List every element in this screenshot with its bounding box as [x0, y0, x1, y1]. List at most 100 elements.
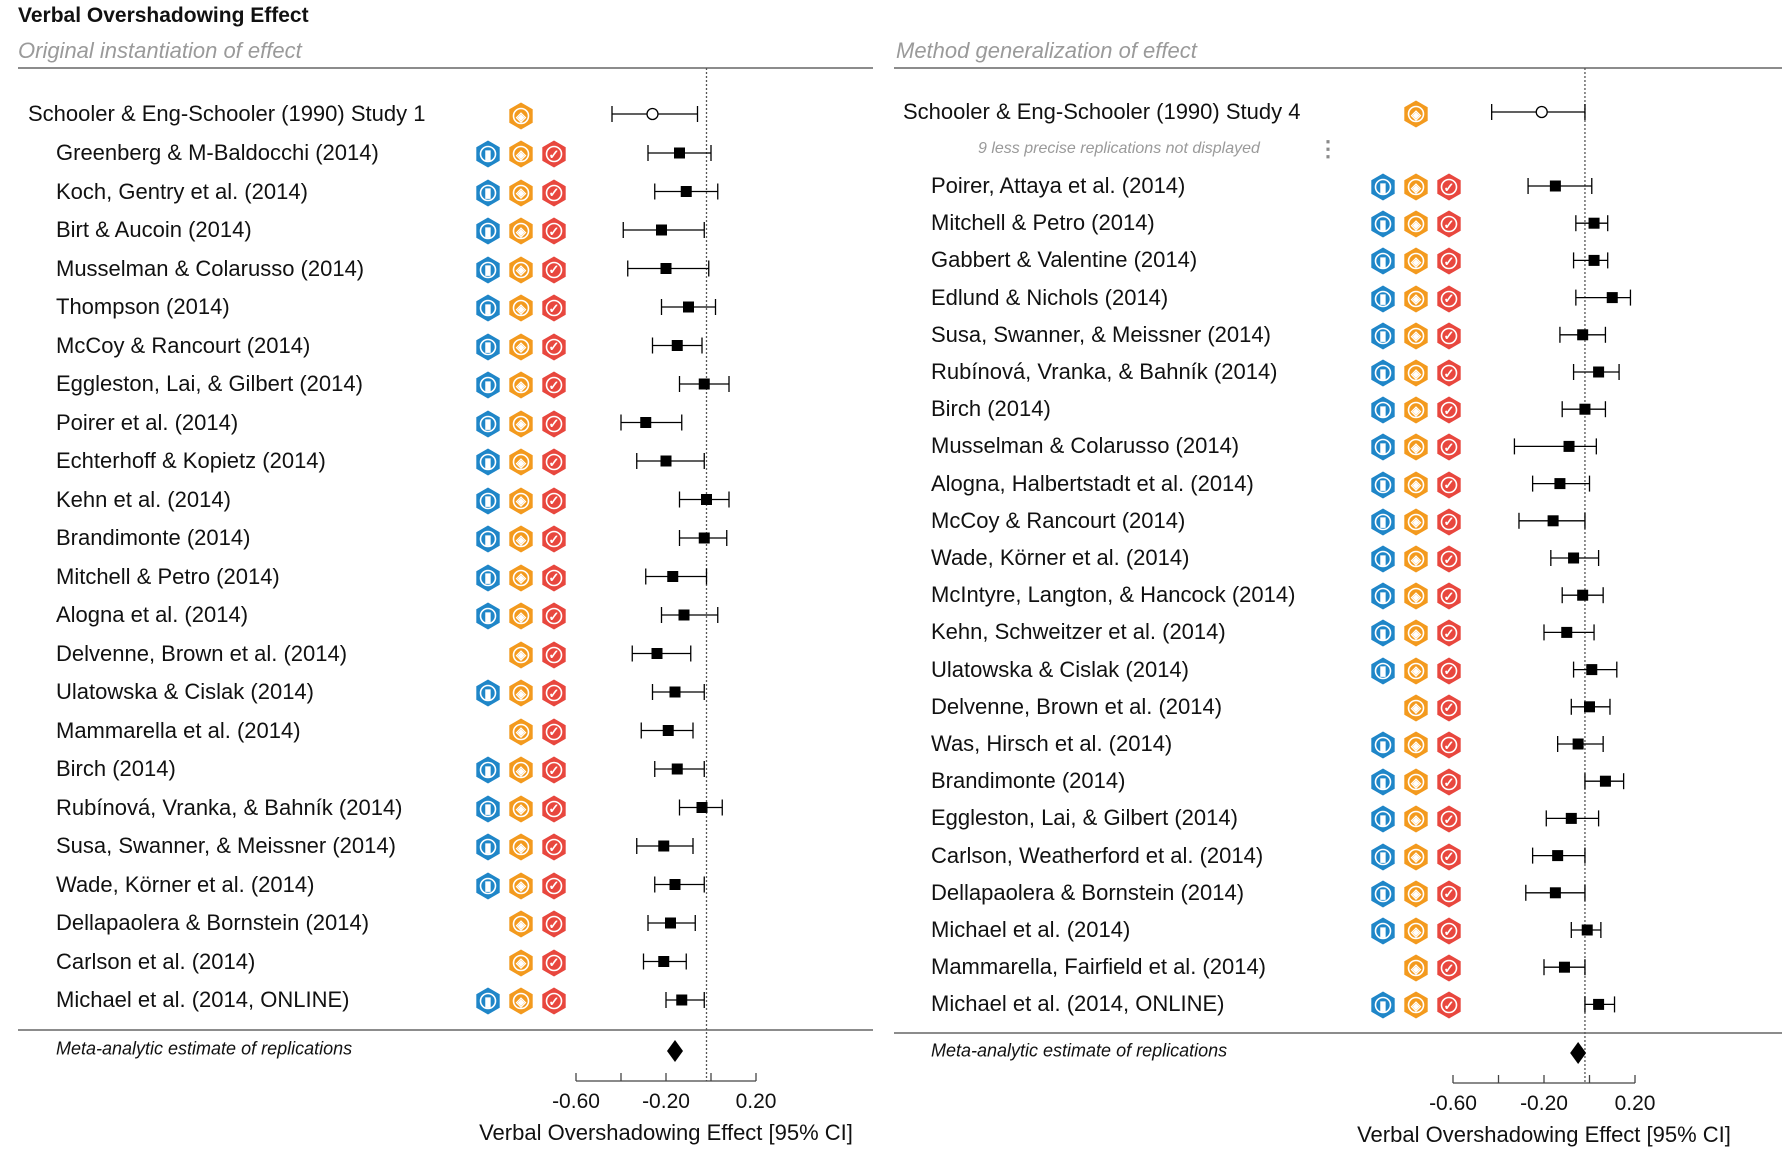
replication-estimate-marker [651, 684, 705, 700]
graduation-cap-hexagon-icon: ◈ [1402, 285, 1430, 313]
checkmark-hexagon-icon: ✓ [540, 256, 568, 284]
replication-estimate-marker [636, 838, 694, 854]
bar-chart-hexagon-icon: ▮ [1369, 433, 1397, 461]
x-tick-label: 0.20 [735, 1090, 777, 1113]
x-tick-label: -0.20 [642, 1090, 690, 1113]
graduation-cap-hexagon-icon: ◈ [1402, 433, 1430, 461]
checkmark-hexagon-icon: ✓ [540, 371, 568, 399]
checkmark-hexagon-icon: ✓ [1435, 247, 1463, 275]
replication-estimate-marker [1572, 364, 1620, 380]
checkmark-hexagon-icon: ✓ [540, 564, 568, 592]
checkmark-hexagon-icon: ✓ [540, 602, 568, 630]
replication-estimate-marker [1531, 475, 1591, 492]
x-tick-label: -0.60 [1429, 1092, 1477, 1115]
replication-estimate-marker [1513, 438, 1597, 455]
bar-chart-hexagon-icon: ▮ [1369, 805, 1397, 833]
replication-estimate-marker [627, 260, 710, 277]
replication-label: Poirer, Attaya et al. (2014) [931, 173, 1186, 198]
replication-estimate-marker [1559, 326, 1607, 343]
graduation-cap-hexagon-icon: ◈ [1402, 173, 1430, 201]
checkmark-hexagon-icon: ✓ [1435, 768, 1463, 796]
checkmark-hexagon-icon: ✓ [540, 525, 568, 553]
replication-estimate-marker [1527, 178, 1593, 194]
replication-label: Dellapaolera & Bornstein (2014) [931, 879, 1245, 905]
replication-label: Michael et al. (2014) [931, 917, 1131, 942]
replication-label: Wade, Körner et al. (2014) [56, 871, 315, 897]
bar-chart-hexagon-icon: ▮ [474, 410, 502, 438]
graduation-cap-hexagon-icon: ◈ [507, 641, 535, 669]
graduation-cap-hexagon-icon: ◈ [507, 910, 535, 938]
bar-chart-hexagon-icon: ▮ [1369, 471, 1397, 499]
checkmark-hexagon-icon: ✓ [1435, 359, 1463, 387]
replication-label: Musselman & Colarusso (2014) [56, 255, 365, 281]
replication-estimate-marker [654, 761, 705, 777]
panel-subtitle: Method generalization of effect [896, 38, 1197, 63]
bar-chart-hexagon-icon: ▮ [1369, 210, 1397, 238]
bar-chart-hexagon-icon: ▮ [474, 217, 502, 245]
replication-estimate-marker [622, 222, 705, 238]
replication-label: Mammarella, Fairfield et al. (2014) [931, 954, 1267, 980]
replication-label: Carlson, Weatherford et al. (2014) [931, 842, 1264, 868]
graduation-cap-hexagon-icon: ◈ [1402, 582, 1430, 610]
checkmark-hexagon-icon: ✓ [1435, 694, 1463, 722]
checkmark-hexagon-icon: ✓ [1435, 619, 1463, 647]
replication-estimate-marker [678, 799, 723, 816]
x-tick-label: -0.20 [1520, 1092, 1568, 1115]
graduation-cap-hexagon-icon: ◈ [1402, 619, 1430, 647]
checkmark-hexagon-icon: ✓ [1435, 433, 1463, 461]
replication-label: Michael et al. (2014, ONLINE) [56, 987, 350, 1012]
replication-label: Brandimonte (2014) [931, 768, 1126, 794]
replication-label: Eggleston, Lai, & Gilbert (2014) [931, 805, 1238, 831]
replication-label: Eggleston, Lai, & Gilbert (2014) [56, 371, 363, 396]
graduation-cap-hexagon-icon: ◈ [1402, 247, 1430, 275]
graduation-cap-hexagon-icon: ◈ [507, 140, 535, 168]
checkmark-hexagon-icon: ✓ [540, 949, 568, 977]
replication-estimate-marker [678, 376, 730, 392]
graduation-cap-hexagon-icon: ◈ [1402, 657, 1430, 685]
replication-label: Alogna, Halbertstadt et al. (2014) [931, 470, 1254, 496]
replication-estimate-marker [1570, 698, 1611, 715]
bar-chart-hexagon-icon: ▮ [474, 179, 502, 207]
bar-chart-hexagon-icon: ▮ [1369, 619, 1397, 647]
replication-label: Mitchell & Petro (2014) [56, 563, 280, 589]
more-icon: ⋮ [1317, 136, 1339, 161]
bar-chart-hexagon-icon: ▮ [1369, 880, 1397, 908]
replication-estimate-marker [660, 299, 717, 315]
checkmark-hexagon-icon: ✓ [540, 910, 568, 938]
graduation-cap-hexagon-icon: ◈ [507, 795, 535, 823]
replication-estimate-marker [1570, 922, 1602, 938]
graduation-cap-hexagon-icon: ◈ [1402, 471, 1430, 499]
bar-chart-hexagon-icon: ▮ [474, 795, 502, 823]
checkmark-hexagon-icon: ✓ [1435, 322, 1463, 350]
graduation-cap-hexagon-icon: ◈ [507, 949, 535, 977]
checkmark-hexagon-icon: ✓ [1435, 545, 1463, 573]
replication-estimate-marker [1545, 810, 1600, 827]
graduation-cap-hexagon-icon: ◈ [507, 448, 535, 476]
replication-label: Dellapaolera & Bornstein (2014) [56, 910, 370, 935]
bar-chart-hexagon-icon: ▮ [474, 333, 502, 361]
forest-panel-generalization: Method generalization of effect Schooler … [880, 38, 1782, 1160]
checkmark-hexagon-icon: ✓ [540, 795, 568, 823]
graduation-cap-hexagon-icon: ◈ [1402, 843, 1430, 871]
x-tick-label: -0.60 [552, 1090, 600, 1113]
checkmark-hexagon-icon: ✓ [540, 333, 568, 361]
checkmark-hexagon-icon: ✓ [540, 833, 568, 861]
graduation-cap-hexagon-icon: ◈ [507, 294, 535, 322]
original-study-label: Schooler & Eng-Schooler (1990) Study 1 [28, 101, 426, 126]
bar-chart-hexagon-icon: ▮ [1369, 582, 1397, 610]
replication-estimate-marker [1572, 661, 1618, 678]
replication-label: Birt & Aucoin (2014) [56, 217, 252, 242]
checkmark-hexagon-icon: ✓ [540, 487, 568, 515]
original-estimate-marker [1491, 104, 1586, 120]
replication-estimate-marker [1557, 736, 1604, 752]
replication-estimate-marker [1525, 884, 1586, 901]
replication-label: Birch (2014) [56, 756, 176, 781]
bar-chart-hexagon-icon: ▮ [1369, 285, 1397, 313]
replication-label: Ulatowska & Cislak (2014) [931, 656, 1189, 682]
graduation-cap-hexagon-icon: ◈ [507, 679, 535, 707]
bar-chart-hexagon-icon: ▮ [474, 872, 502, 900]
bar-chart-hexagon-icon: ▮ [474, 140, 502, 168]
graduation-cap-hexagon-icon: ◈ [1402, 731, 1430, 759]
replication-estimate-marker [1572, 252, 1609, 269]
checkmark-hexagon-icon: ✓ [540, 179, 568, 207]
